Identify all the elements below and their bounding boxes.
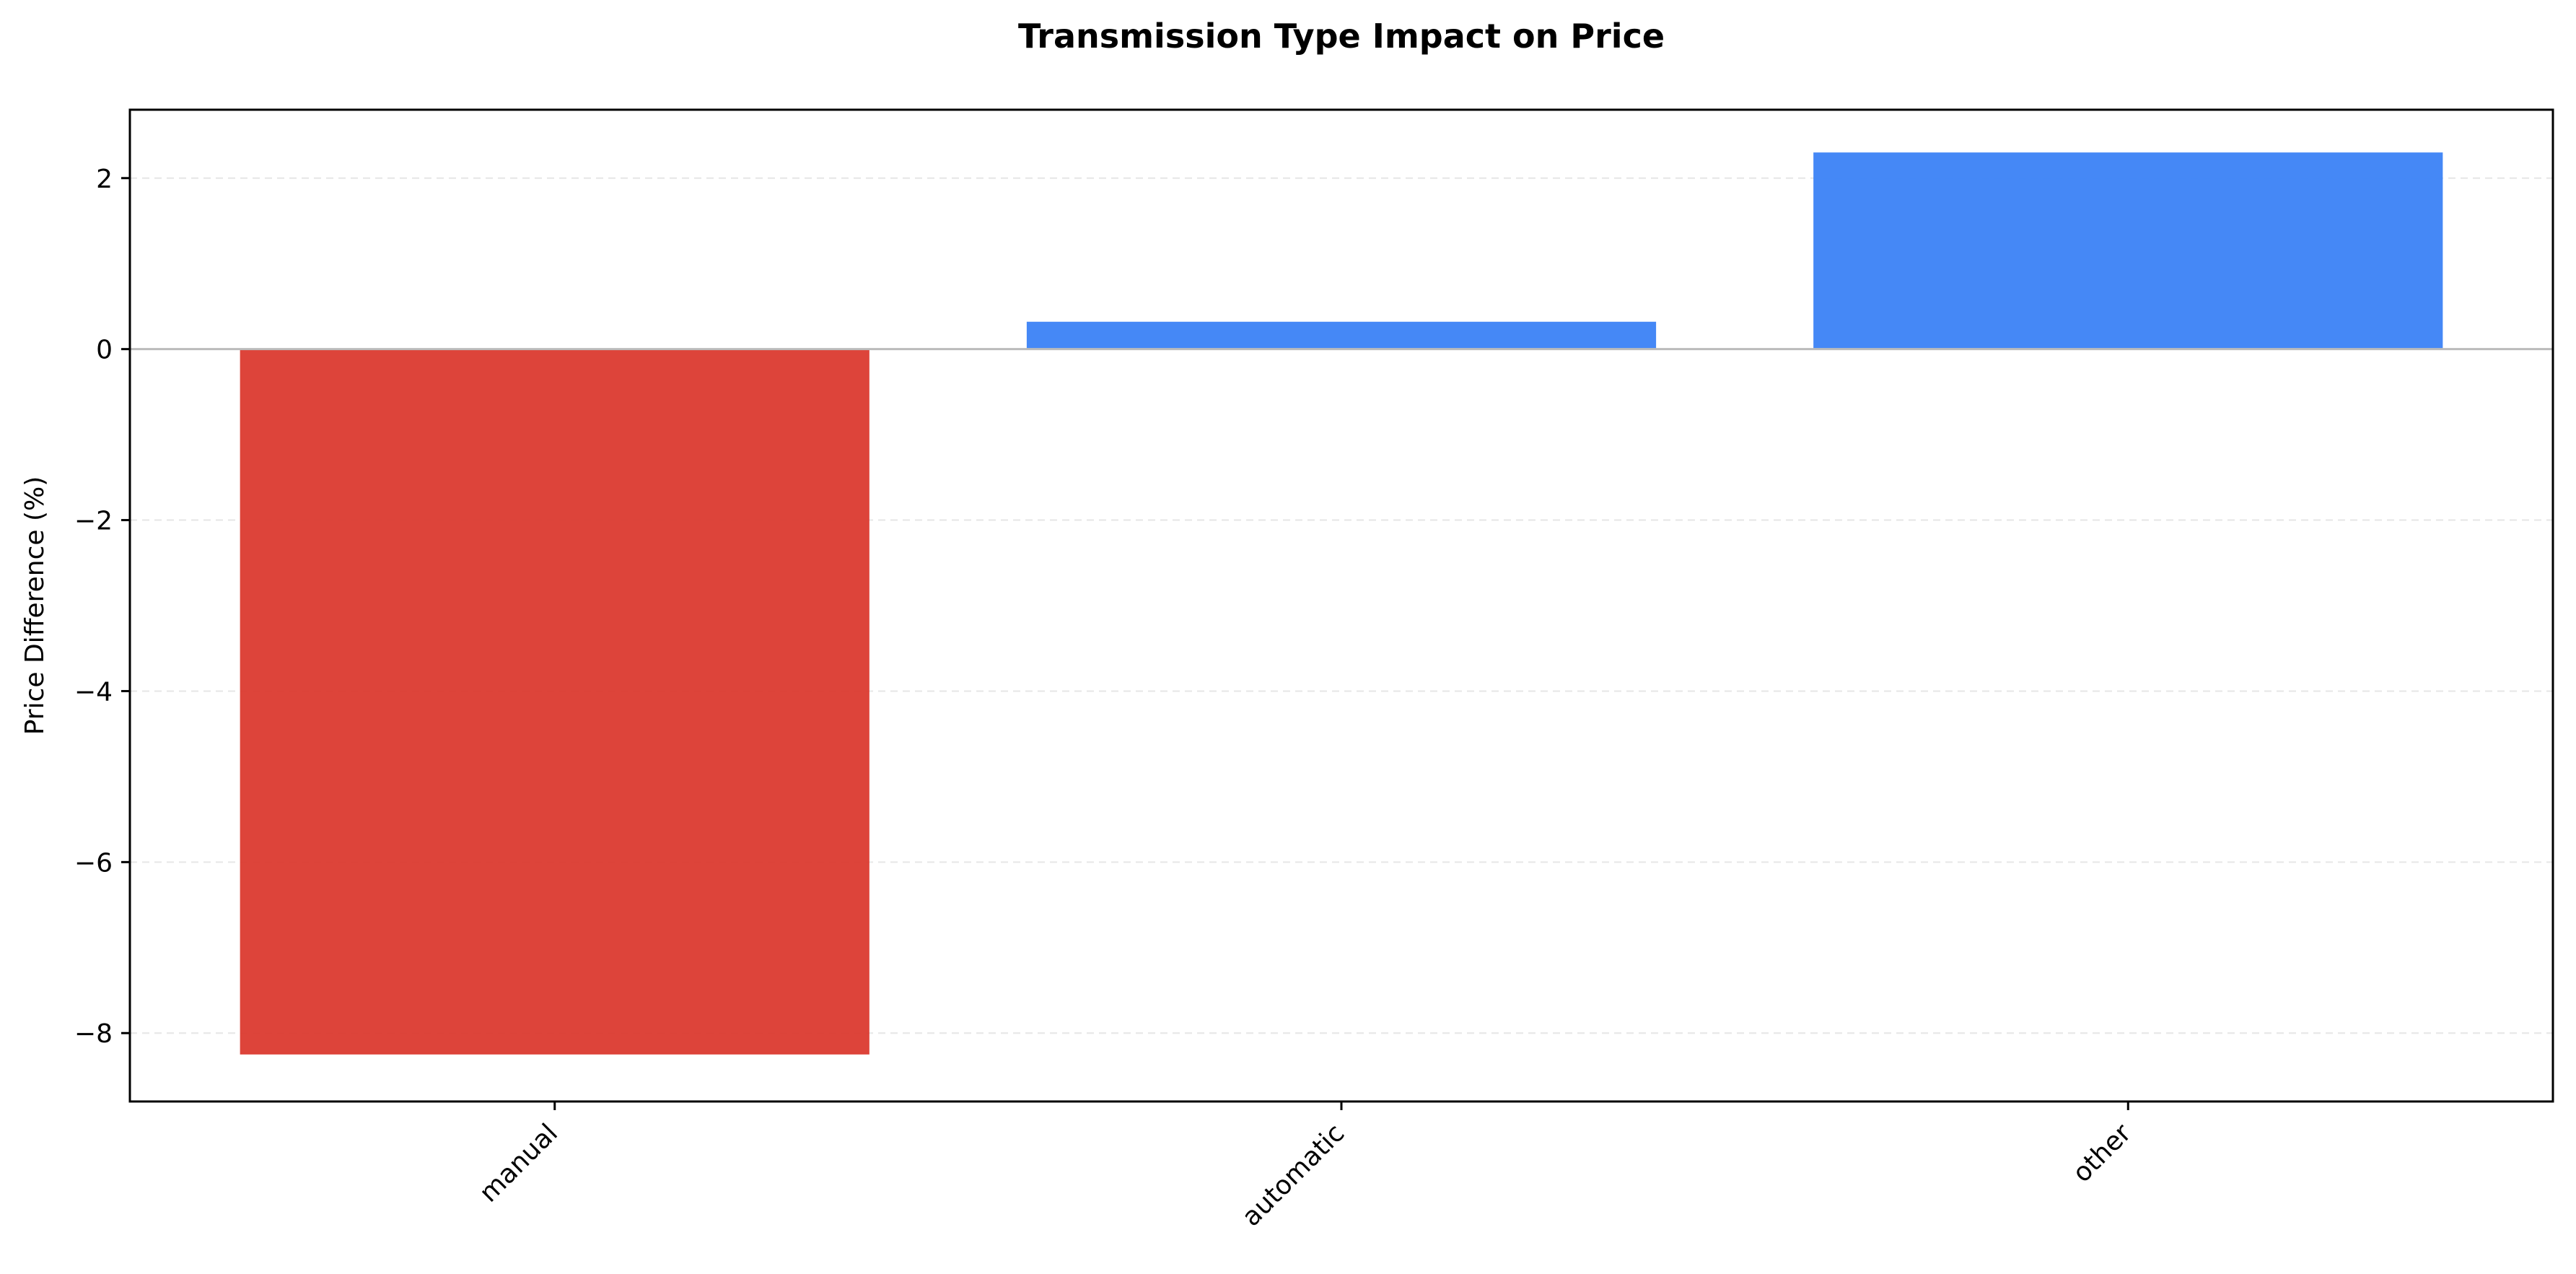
bars: [240, 152, 2443, 1055]
y-tick-label: −6: [74, 848, 113, 878]
y-tick-label: −8: [74, 1019, 113, 1049]
bar-manual: [240, 349, 869, 1055]
bar-other: [1813, 152, 2443, 349]
y-axis-label: Price Difference (%): [20, 476, 50, 736]
y-tick-label: −2: [74, 507, 113, 536]
x-tick-label-manual: manual: [474, 1118, 564, 1208]
y-tick-label: 2: [96, 165, 113, 194]
y-axis-ticks: −8 −6 −4 −2 0 2: [74, 165, 130, 1049]
x-tick-label-automatic: automatic: [1237, 1118, 1351, 1232]
bar-automatic: [1026, 321, 1657, 349]
y-tick-label: −4: [74, 677, 113, 707]
x-tick-label-other: other: [2067, 1118, 2137, 1188]
x-axis-ticks: manual automatic other: [474, 1101, 2137, 1232]
chart-title: Transmission Type Impact on Price: [1018, 17, 1665, 56]
plot-frame: [128, 108, 2554, 1103]
y-tick-label: 0: [96, 336, 113, 365]
